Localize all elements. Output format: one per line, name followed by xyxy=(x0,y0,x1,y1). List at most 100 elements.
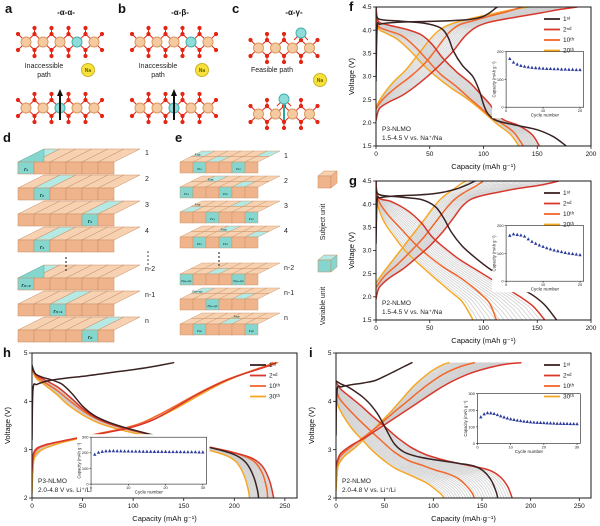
metal-atom xyxy=(304,108,315,120)
x-axis-label: Capacity (mAh g⁻¹) xyxy=(451,162,516,171)
path-label-line2: path xyxy=(37,72,51,79)
legend-label-1ˢᵗ: 1ˢᵗ xyxy=(563,16,571,23)
inset-x-tick-label: 10 xyxy=(541,282,546,287)
layer-row-label: 4 xyxy=(284,228,288,235)
inset-capacity-point xyxy=(152,449,157,453)
y-axis-label: Voltage (V) xyxy=(3,406,12,444)
inset-capacity-point xyxy=(522,64,527,68)
inset-y-tick-label: 100 xyxy=(468,424,475,429)
ghost-cycle-curve xyxy=(376,183,514,320)
annotation-sample: P3-NLMO xyxy=(382,126,411,133)
subject-unit-front xyxy=(244,298,259,311)
subject-unit-front xyxy=(65,213,83,227)
ghost-cycle-curve xyxy=(336,383,502,498)
inset-capacity-point xyxy=(93,452,97,456)
inset-capacity-point xyxy=(479,415,483,419)
oxygen-atom xyxy=(83,53,88,59)
stacking-title: -α-α- xyxy=(57,8,75,17)
oxygen-atom xyxy=(298,37,304,43)
oxygen-atom xyxy=(197,97,202,103)
ghost-cycle-curve xyxy=(376,7,553,114)
y-axis-label: Voltage (V) xyxy=(307,406,316,444)
x-tick-label: 150 xyxy=(477,503,488,510)
inset-capacity-point xyxy=(104,449,108,453)
variable-unit-label: r₃ₘ xyxy=(195,202,201,207)
variable-unit-legend-label: Variable unit xyxy=(320,287,327,325)
oxygen-atom xyxy=(264,119,270,125)
oxygen-atom xyxy=(32,113,37,119)
ghost-cycle-curve xyxy=(336,389,459,498)
metal-atom xyxy=(304,42,315,54)
inset-y-tick-label: 200 xyxy=(468,408,475,413)
oxygen-atom xyxy=(83,25,88,31)
subject-unit-front xyxy=(17,303,35,317)
subject-unit-front xyxy=(97,187,115,201)
series-charge10 xyxy=(376,7,523,110)
panel-i-chart: 0 10 20 30 0 100 200 300 Cycle number Capacity (m… xyxy=(306,348,598,524)
inset-capacity-point xyxy=(519,63,523,67)
legend-label-20ᵗʰ: 20ᵗʰ xyxy=(563,48,575,55)
plot-area xyxy=(376,181,560,320)
subject-unit-front xyxy=(81,187,99,201)
variable-unit-swatch-side xyxy=(330,254,338,273)
y-tick-label: 4.5 xyxy=(362,4,371,11)
oxygen-atom xyxy=(180,53,185,59)
oxygen-atom xyxy=(264,59,270,65)
inset-capacity-point xyxy=(186,450,190,454)
subject-unit-front xyxy=(179,161,194,174)
inset-capacity-point xyxy=(570,251,575,256)
oxygen-atom xyxy=(197,91,202,97)
x-tick-label: 200 xyxy=(229,503,240,510)
oxygen-atom xyxy=(146,25,151,31)
inset-x-label: Cycle number xyxy=(135,490,164,495)
x-tick-label: 200 xyxy=(525,503,536,510)
panel-c-letter: c xyxy=(232,1,240,16)
inset-capacity-point xyxy=(96,450,101,454)
ghost-cycle-curve xyxy=(376,7,565,118)
metal-atom xyxy=(270,108,281,120)
layer-row-label: n-2 xyxy=(145,266,155,273)
x-tick-label: 0 xyxy=(334,503,338,510)
metal-atom xyxy=(88,36,100,48)
inset-x-tick-label: 0 xyxy=(505,108,508,113)
ghost-cycle-curve xyxy=(376,181,548,298)
ghost-cycle-curve xyxy=(376,181,484,287)
inset-capacity-point xyxy=(148,449,153,453)
legend-label-10ᵗʰ: 10ᵗʰ xyxy=(563,37,575,44)
inset-capacity-point xyxy=(567,251,571,255)
x-tick-label: 200 xyxy=(586,151,597,158)
inset-capacity-point xyxy=(575,422,579,426)
ghost-cycle-curve xyxy=(336,390,453,498)
oxygen-atom xyxy=(129,47,135,53)
series-discharge1 xyxy=(376,7,568,146)
inset-capacity-point xyxy=(189,450,194,454)
oxygen-atom xyxy=(163,25,168,31)
oxygen-atom xyxy=(163,47,168,53)
series-charge1 xyxy=(376,7,499,82)
inset-capacity-point xyxy=(528,420,533,424)
inset-x-tick-label: 30 xyxy=(575,445,580,450)
y-tick-label: 4.5 xyxy=(362,178,371,185)
layer-row-label: 2 xyxy=(284,178,288,185)
ghost-cycle-curve xyxy=(376,187,483,320)
inset-capacity-point xyxy=(556,67,560,71)
inset-x-tick-label: 20 xyxy=(578,282,583,287)
row-ellipsis-dot xyxy=(147,263,149,265)
series-charge10 xyxy=(376,181,485,289)
legend-label-10ᵗʰ: 10ᵗʰ xyxy=(563,383,575,390)
variable-metal-atom xyxy=(71,36,83,48)
inset-capacity-point xyxy=(163,449,168,453)
series-discharge1 xyxy=(32,364,260,498)
subject-unit-front xyxy=(81,161,99,175)
ghost-cycle-curve xyxy=(376,181,536,296)
stacking-title: -α-β- xyxy=(171,8,189,17)
inset-bg xyxy=(492,222,587,293)
ghost-cycle-curve xyxy=(376,7,559,116)
subject-unit-front xyxy=(17,239,35,253)
layer-row-label: 3 xyxy=(284,203,288,210)
legend-label-2ⁿᵈ: 2ⁿᵈ xyxy=(269,373,278,380)
layer-row-label: n-2 xyxy=(284,265,294,272)
